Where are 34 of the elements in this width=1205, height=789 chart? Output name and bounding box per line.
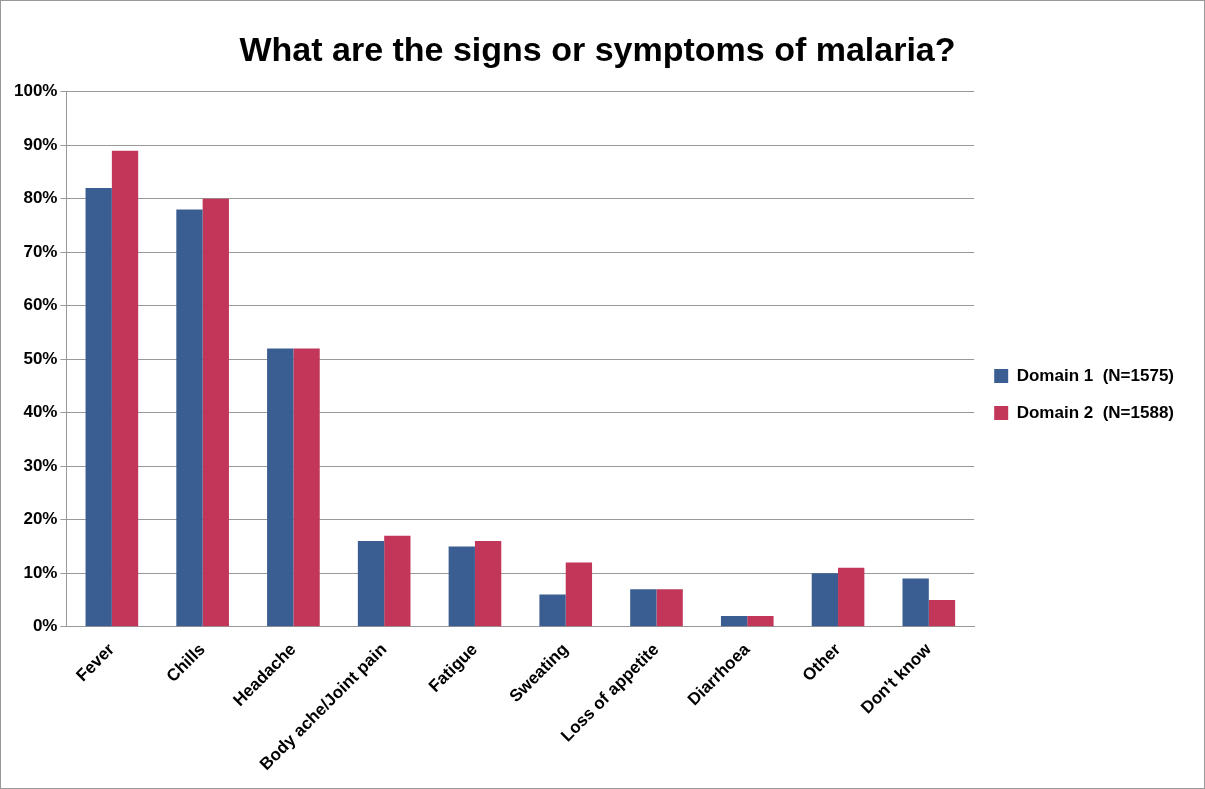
y-tick-label: 90% xyxy=(23,134,58,154)
bar xyxy=(656,589,683,627)
y-tick-label: 0% xyxy=(32,616,58,636)
legend-label: Domain 2 (N=1588) xyxy=(1016,402,1174,422)
bar xyxy=(176,209,203,627)
bar xyxy=(565,562,593,627)
bar xyxy=(202,198,229,627)
bar xyxy=(539,594,566,627)
y-tick-label: 30% xyxy=(23,455,58,475)
bar xyxy=(85,188,112,627)
bar xyxy=(448,546,475,627)
bar xyxy=(811,573,839,627)
bar xyxy=(357,541,385,627)
y-tick-label: 80% xyxy=(23,188,58,208)
bar xyxy=(293,348,320,627)
bar xyxy=(720,615,748,627)
y-tick-label: 40% xyxy=(23,402,58,422)
legend-label: Domain 1 (N=1575) xyxy=(1016,365,1174,385)
bar xyxy=(902,578,929,627)
bar xyxy=(838,567,865,627)
y-tick-label: 60% xyxy=(23,295,58,315)
bar xyxy=(267,348,294,627)
y-tick-label: 70% xyxy=(23,241,58,261)
bar xyxy=(474,541,502,627)
y-tick-label: 50% xyxy=(23,348,58,368)
bar xyxy=(384,535,411,627)
chart-title: What are the signs or symptoms of malaria? xyxy=(239,29,956,68)
y-tick-label: 20% xyxy=(23,509,58,529)
bar xyxy=(747,615,774,627)
bar xyxy=(928,599,956,627)
y-tick-label: 100% xyxy=(14,81,58,101)
bar xyxy=(111,150,139,627)
bar xyxy=(630,589,657,627)
y-tick-label: 10% xyxy=(23,562,58,582)
